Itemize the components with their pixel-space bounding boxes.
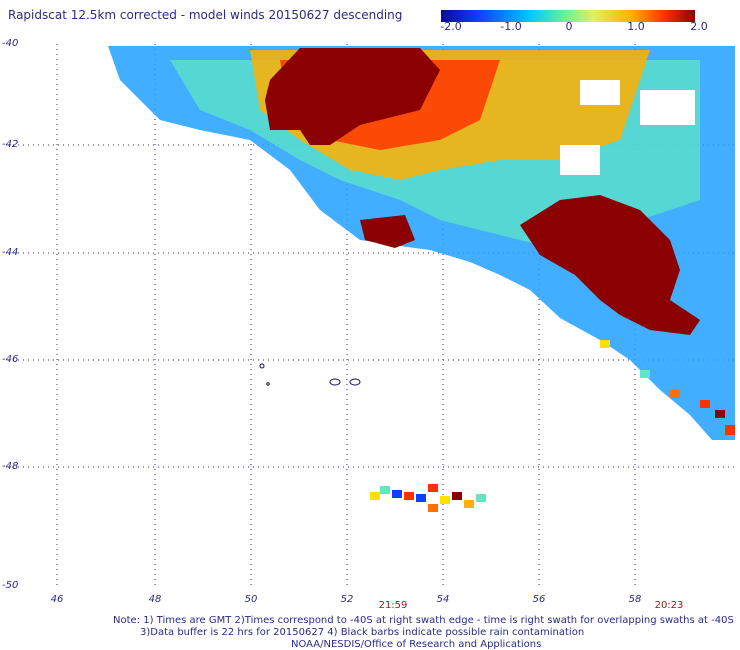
swath-time: 20:23 xyxy=(654,600,684,611)
colorbar-tick: 0 xyxy=(565,20,573,33)
lat-label: -40 xyxy=(2,38,19,49)
data-gaps xyxy=(560,80,695,175)
lon-label: 46 xyxy=(50,594,64,605)
note-line-3: NOAA/NESDIS/Office of Research and Appli… xyxy=(291,639,542,650)
note-line-2: 3)Data buffer is 22 hrs for 20150627 4) … xyxy=(140,627,585,638)
lon-label: 50 xyxy=(244,594,258,605)
colorbar xyxy=(441,10,695,22)
colorbar-tick: 2.0 xyxy=(690,20,708,33)
lon-label: 56 xyxy=(532,594,546,605)
lat-label: -46 xyxy=(2,354,19,365)
max-region-north xyxy=(265,48,440,145)
chart-title: Rapidscat 12.5km corrected - model winds… xyxy=(8,8,403,22)
lat-label: -50 xyxy=(2,580,19,591)
colorbar-tick: -2.0 xyxy=(440,20,462,33)
lat-label: -44 xyxy=(2,247,19,258)
colorbar-tick: 1.0 xyxy=(627,20,645,33)
lon-label: 54 xyxy=(436,594,450,605)
swath-edge-pixels xyxy=(600,340,735,435)
lon-label: 52 xyxy=(340,594,354,605)
island-outlines xyxy=(259,363,361,386)
isolated-strip xyxy=(370,484,486,512)
lat-label: -42 xyxy=(2,139,19,150)
note-line-1: Note: 1) Times are GMT 2)Times correspon… xyxy=(113,615,734,626)
lon-label: 58 xyxy=(628,594,642,605)
lon-label: 48 xyxy=(148,594,162,605)
lat-label: -48 xyxy=(2,461,19,472)
max-region-middle xyxy=(360,215,415,248)
swath-time: 21:59 xyxy=(378,600,408,611)
max-region-east xyxy=(520,195,700,335)
colorbar-tick: -1.0 xyxy=(500,20,522,33)
